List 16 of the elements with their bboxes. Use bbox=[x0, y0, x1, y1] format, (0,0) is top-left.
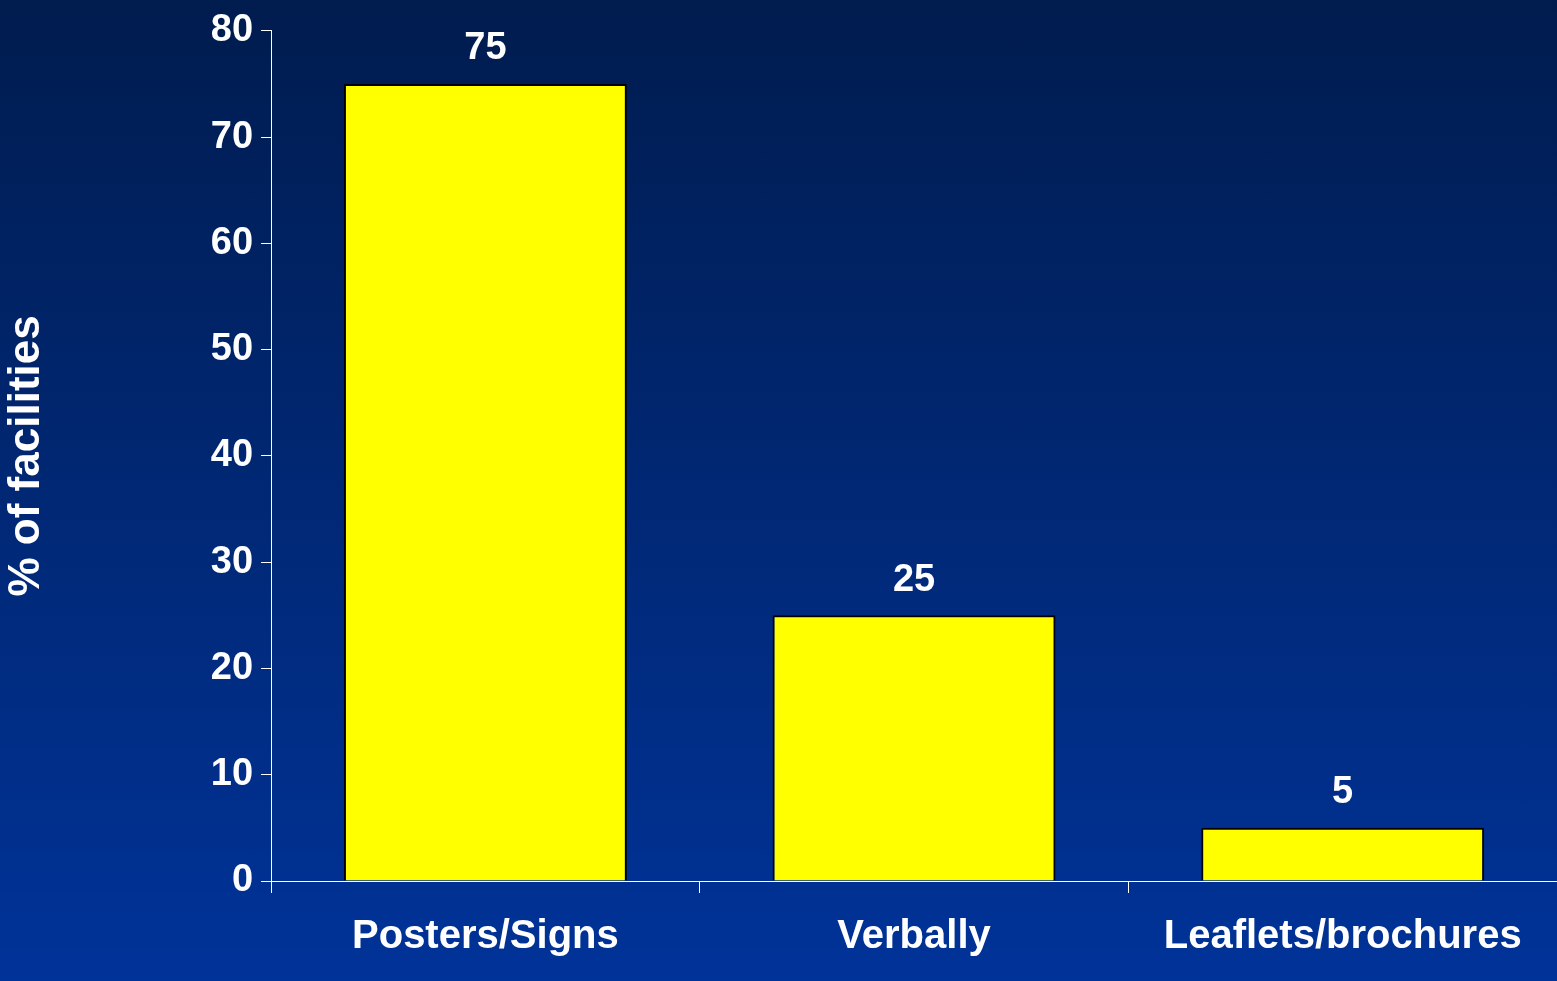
data-label: 75 bbox=[464, 25, 507, 68]
data-label: 5 bbox=[1332, 769, 1354, 812]
y-tick-label: 20 bbox=[210, 644, 254, 687]
y-tick-label: 30 bbox=[210, 538, 254, 581]
y-axis-title: % of facilities bbox=[0, 315, 48, 597]
y-tick-label: 0 bbox=[231, 857, 254, 900]
x-tick-label: Leaflets/brochures bbox=[1163, 912, 1522, 957]
y-tick-label: 70 bbox=[210, 113, 254, 156]
y-tick-label: 50 bbox=[210, 326, 254, 369]
y-tick-label: 60 bbox=[210, 219, 254, 262]
data-label: 25 bbox=[892, 556, 936, 599]
x-tick-label: Verbally bbox=[837, 912, 992, 957]
y-tick-label: 80 bbox=[210, 7, 254, 50]
x-tick-label: Posters/Signs bbox=[352, 912, 619, 957]
y-tick-label: 40 bbox=[210, 432, 254, 475]
y-tick-label: 10 bbox=[210, 751, 254, 794]
